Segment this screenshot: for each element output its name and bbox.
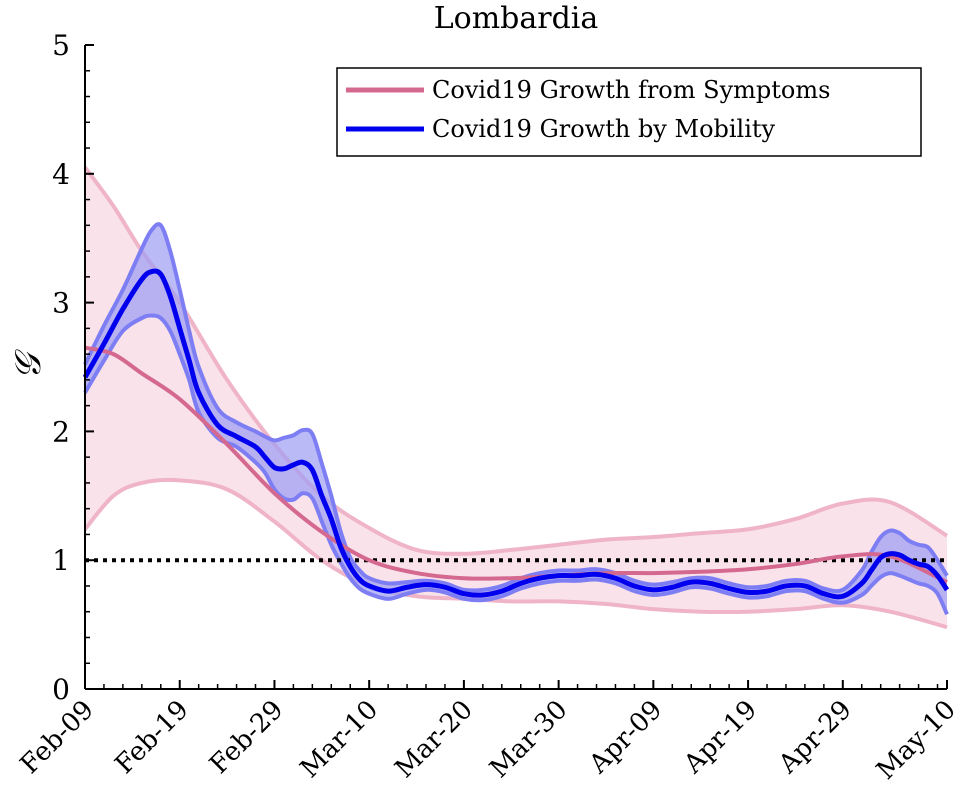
legend-label-mobility: Covid19 Growth by Mobility [432, 115, 776, 143]
y-tick-label: 3 [52, 287, 70, 320]
band-lower-mobility [83, 313, 949, 616]
y-tick-label: 5 [52, 29, 70, 62]
legend-label-symptoms: Covid19 Growth from Symptoms [432, 76, 830, 104]
plot-area [82, 166, 950, 630]
series-line-mobility [82, 268, 950, 600]
y-tick-label: 0 [52, 673, 70, 706]
y-tick-label: 1 [52, 544, 70, 577]
band-symptoms [85, 167, 947, 628]
series-line-symptoms [84, 345, 948, 584]
legend: Covid19 Growth from Symptoms Covid19 Gro… [336, 67, 922, 157]
band-upper-mobility [83, 222, 949, 594]
legend-box [336, 67, 922, 157]
band-mobility [85, 224, 947, 615]
chart-title: Lombardia [434, 1, 599, 36]
y-tick-label: 2 [52, 415, 70, 448]
y-tick-label: 4 [52, 158, 70, 191]
